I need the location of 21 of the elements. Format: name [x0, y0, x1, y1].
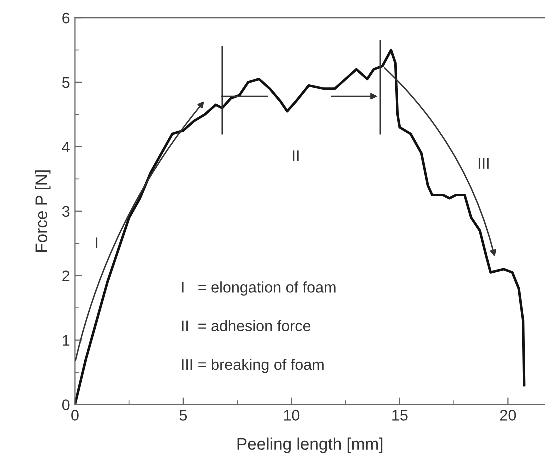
x-tick-label: 5 [180, 410, 188, 421]
annotation: II = adhesion force [182, 320, 311, 332]
y-tick-label: 4 [62, 142, 70, 152]
annotation: I = elongation of foam [182, 282, 336, 296]
line-series [75, 48, 526, 405]
annotation: I [96, 238, 98, 248]
x-tick-label: 15 [392, 410, 408, 421]
y-tick-label: 1 [63, 335, 70, 346]
y-tick-label: 6 [62, 12, 70, 24]
x-axis-title: Peeling length [mm] [238, 438, 383, 454]
y-tick-label: 0 [62, 400, 70, 410]
x-tick-label: 0 [72, 410, 79, 421]
x-tick-label: 10 [284, 410, 300, 421]
annotation: III = breaking of foam [182, 358, 324, 374]
x-tick-label: 20 [500, 410, 516, 421]
y-tick-label: 2 [62, 270, 70, 282]
y-tick-label: 5 [62, 78, 70, 88]
annotation: III [478, 158, 489, 169]
annotation: II [293, 150, 299, 162]
y-axis-title: Force P [N] [35, 170, 51, 252]
y-tick-label: 3 [62, 206, 70, 218]
